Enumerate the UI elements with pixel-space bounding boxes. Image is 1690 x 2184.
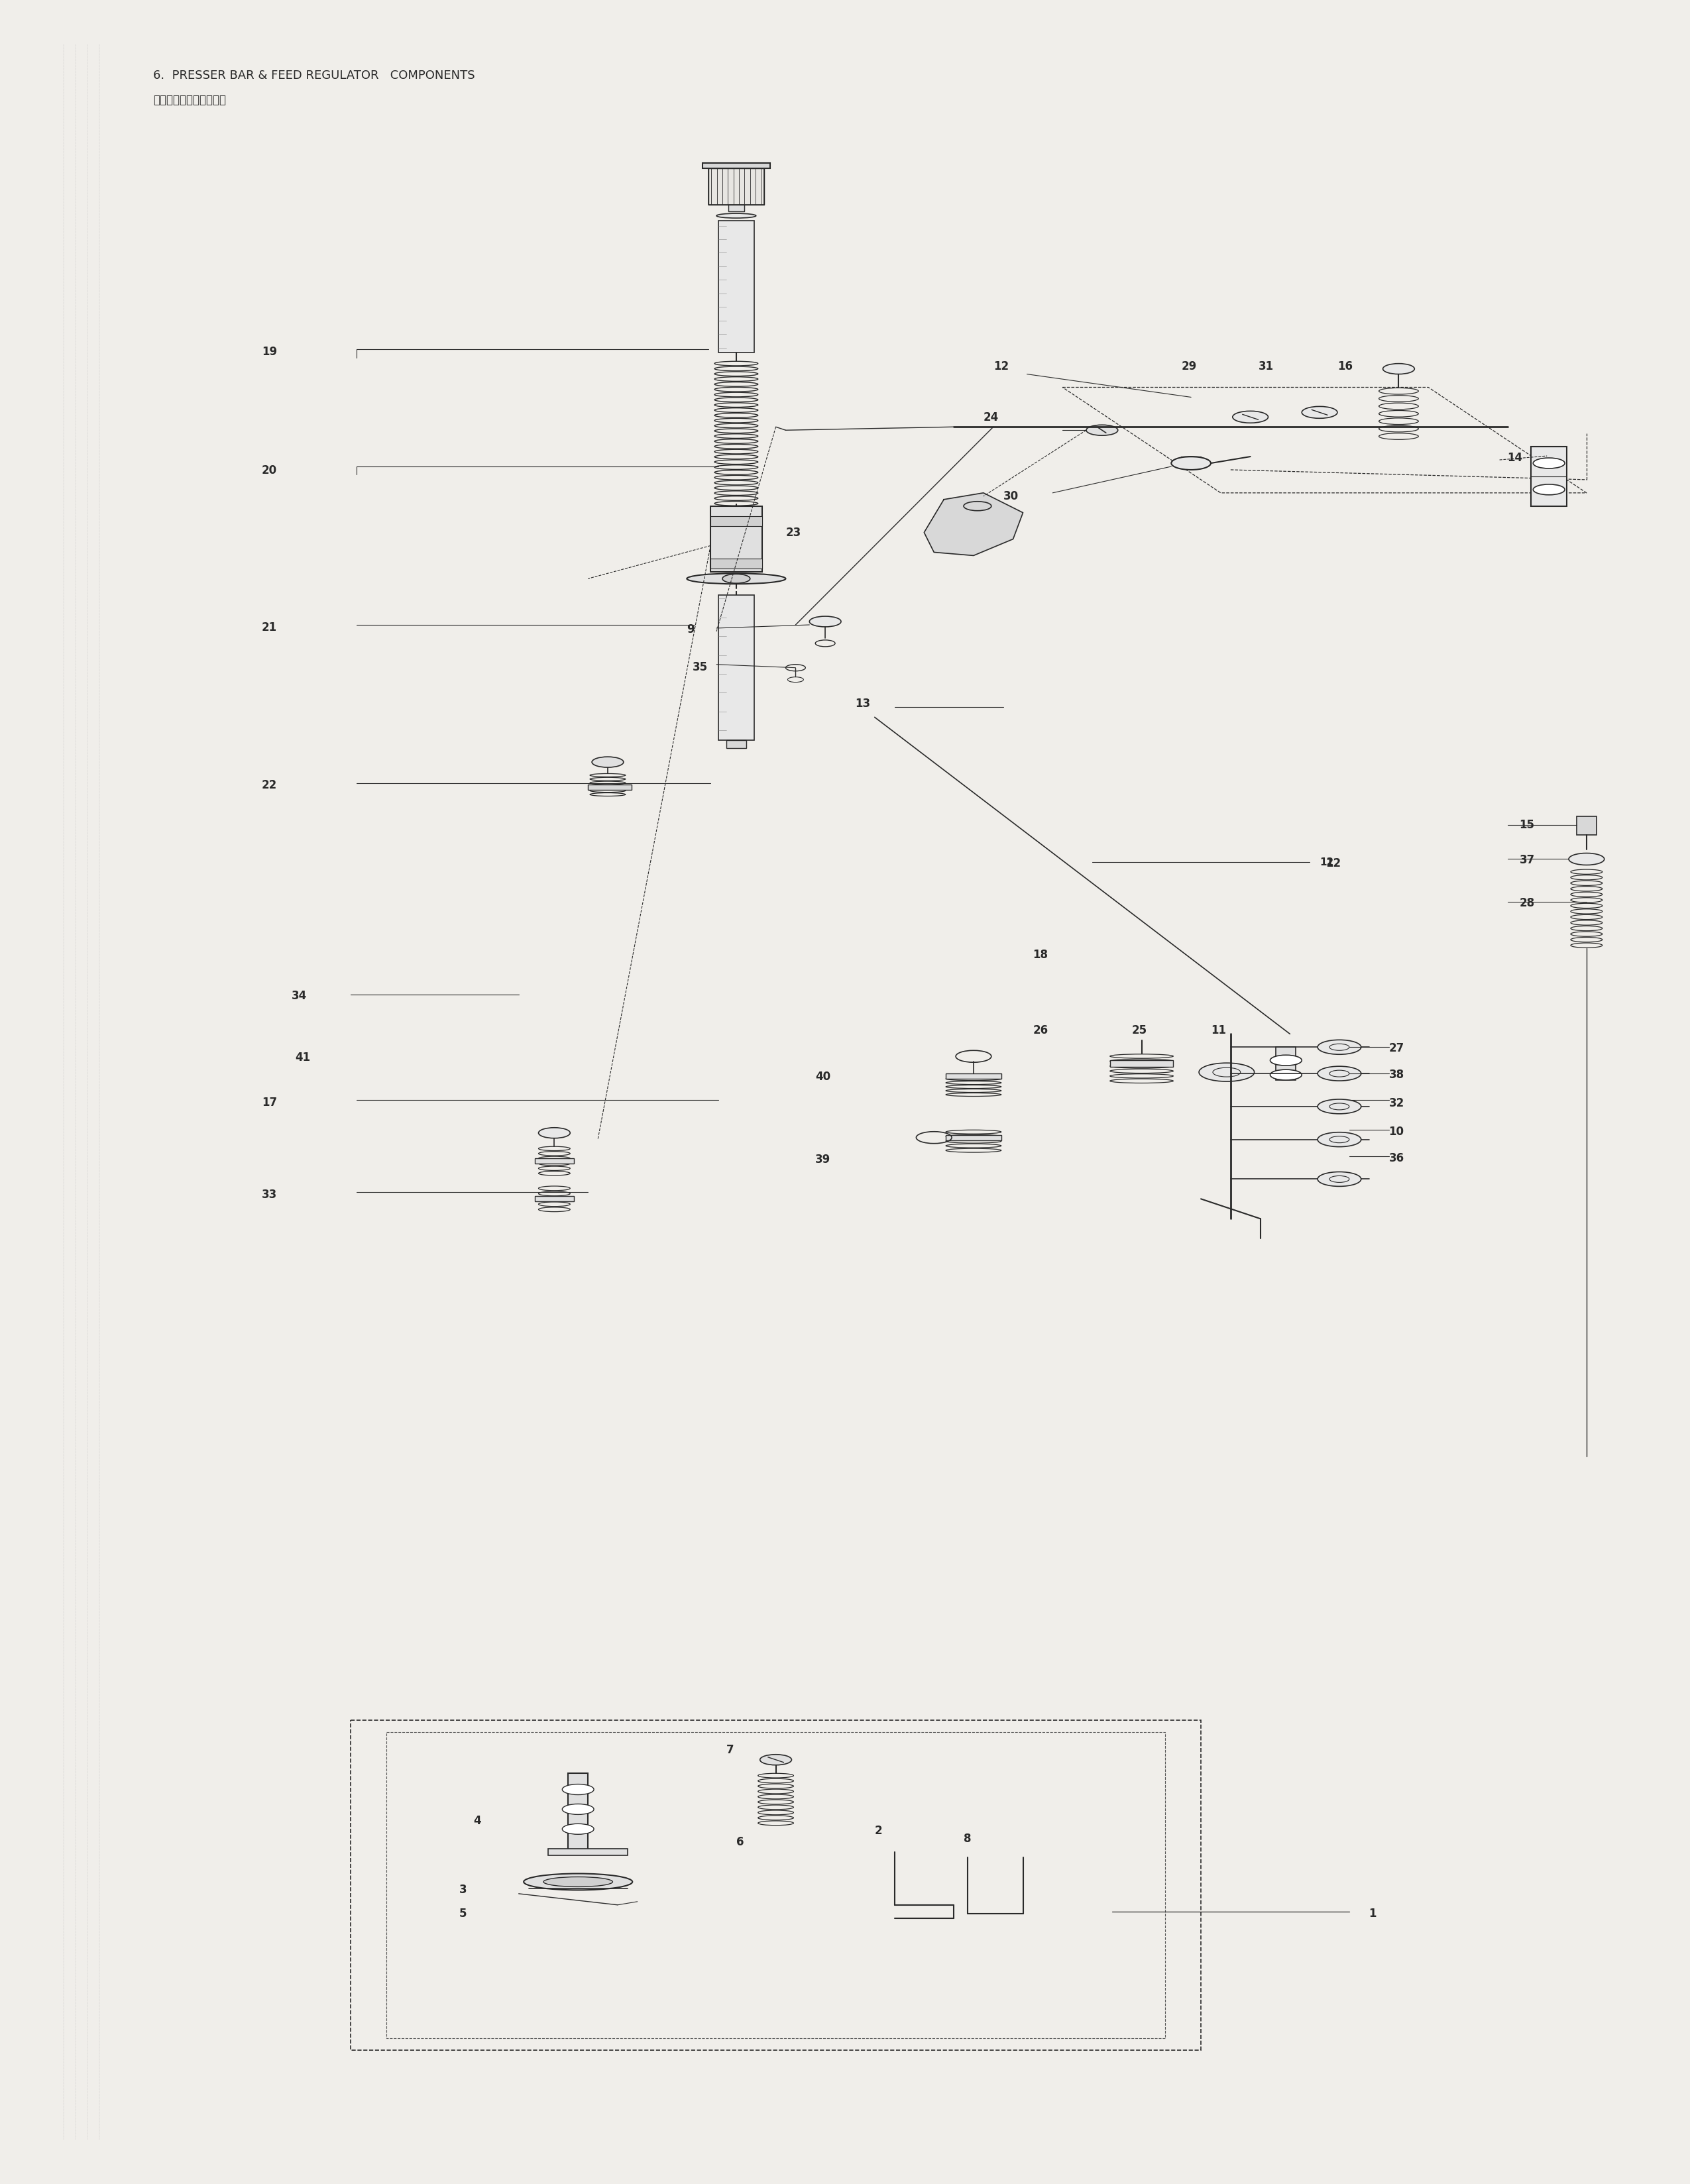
Circle shape — [1232, 411, 1268, 424]
Text: 39: 39 — [815, 1153, 831, 1166]
Ellipse shape — [717, 214, 755, 218]
Text: 27: 27 — [1389, 1042, 1404, 1055]
Text: 25: 25 — [1132, 1024, 1148, 1037]
Text: 15: 15 — [1519, 819, 1535, 830]
Circle shape — [563, 1824, 593, 1835]
Text: 5: 5 — [460, 1907, 466, 1920]
Text: 8: 8 — [963, 1832, 972, 1845]
Text: 6: 6 — [737, 1837, 744, 1848]
Circle shape — [1087, 426, 1117, 435]
Bar — [728, 205, 744, 212]
Text: 23: 23 — [786, 526, 801, 539]
Circle shape — [1271, 1055, 1301, 1066]
Circle shape — [1382, 363, 1415, 373]
Text: 押さえ棒・送り調節関係: 押さえ棒・送り調節関係 — [152, 94, 226, 107]
Text: 12: 12 — [1325, 858, 1340, 869]
Circle shape — [1318, 1099, 1360, 1114]
Text: 40: 40 — [815, 1070, 831, 1083]
Bar — [1577, 817, 1597, 834]
Text: 32: 32 — [1389, 1096, 1404, 1109]
Bar — [708, 168, 764, 205]
Text: 12: 12 — [994, 360, 1009, 371]
Circle shape — [1171, 456, 1210, 470]
Text: 6.  PRESSER BAR & FEED REGULATOR   COMPONENTS: 6. PRESSER BAR & FEED REGULATOR COMPONEN… — [152, 70, 475, 81]
Bar — [534, 1158, 575, 1164]
Text: 19: 19 — [262, 345, 277, 358]
Text: 41: 41 — [296, 1053, 311, 1064]
Text: 18: 18 — [1033, 948, 1048, 961]
Text: 3: 3 — [460, 1885, 466, 1896]
Bar — [548, 1850, 627, 1856]
Circle shape — [539, 1127, 570, 1138]
Bar — [708, 168, 764, 205]
Bar — [1110, 1059, 1173, 1068]
Text: 16: 16 — [1337, 360, 1352, 371]
Bar — [710, 559, 762, 568]
Polygon shape — [924, 494, 1022, 555]
Text: 21: 21 — [262, 622, 277, 633]
Ellipse shape — [524, 1874, 632, 1889]
Circle shape — [1568, 854, 1604, 865]
Circle shape — [1533, 459, 1565, 467]
Circle shape — [1318, 1131, 1360, 1147]
Bar — [703, 164, 771, 168]
Text: 1: 1 — [1369, 1907, 1377, 1920]
Circle shape — [810, 616, 842, 627]
Circle shape — [563, 1804, 593, 1815]
Text: 26: 26 — [1033, 1024, 1048, 1037]
Text: 11: 11 — [1210, 1024, 1225, 1037]
Ellipse shape — [686, 574, 786, 583]
Text: 31: 31 — [1259, 360, 1274, 371]
Bar — [1531, 448, 1567, 507]
Text: 4: 4 — [473, 1815, 482, 1828]
Circle shape — [722, 574, 750, 583]
Text: 17: 17 — [262, 1096, 277, 1109]
Bar — [350, 1721, 1202, 2051]
Circle shape — [1318, 1040, 1360, 1055]
Text: 33: 33 — [262, 1188, 277, 1201]
Text: 7: 7 — [727, 1743, 733, 1756]
Text: 34: 34 — [291, 989, 308, 1002]
Text: 13: 13 — [855, 699, 870, 710]
Circle shape — [1533, 485, 1565, 496]
Text: 28: 28 — [1519, 898, 1535, 909]
Text: 20: 20 — [262, 465, 277, 476]
Text: 37: 37 — [1519, 854, 1535, 867]
Text: 9: 9 — [686, 622, 695, 636]
Text: 29: 29 — [1181, 360, 1197, 371]
Circle shape — [592, 758, 624, 767]
Bar — [727, 740, 745, 749]
Text: 24: 24 — [984, 413, 999, 424]
Circle shape — [1318, 1173, 1360, 1186]
Bar — [588, 784, 632, 791]
Bar — [1276, 1046, 1296, 1081]
Bar — [946, 1136, 1000, 1140]
Bar — [718, 221, 754, 352]
Circle shape — [760, 1754, 791, 1765]
Circle shape — [1301, 406, 1337, 419]
Text: 36: 36 — [1389, 1151, 1404, 1164]
Bar — [710, 507, 762, 572]
Circle shape — [1271, 1070, 1301, 1081]
Text: 30: 30 — [1004, 489, 1019, 502]
Text: 2: 2 — [875, 1826, 882, 1837]
Text: 12: 12 — [1320, 858, 1333, 867]
Text: 10: 10 — [1389, 1125, 1404, 1138]
Bar — [387, 1732, 1166, 2038]
Circle shape — [1198, 1064, 1254, 1081]
Text: 35: 35 — [693, 662, 708, 673]
Ellipse shape — [544, 1876, 613, 1887]
Text: 22: 22 — [262, 780, 277, 791]
Bar — [718, 596, 754, 740]
Bar — [946, 1075, 1000, 1079]
Circle shape — [563, 1784, 593, 1795]
Bar — [710, 515, 762, 526]
Text: 38: 38 — [1389, 1068, 1404, 1081]
Circle shape — [1318, 1066, 1360, 1081]
Bar — [534, 1197, 575, 1201]
Text: 14: 14 — [1507, 452, 1523, 463]
Bar — [568, 1773, 588, 1852]
